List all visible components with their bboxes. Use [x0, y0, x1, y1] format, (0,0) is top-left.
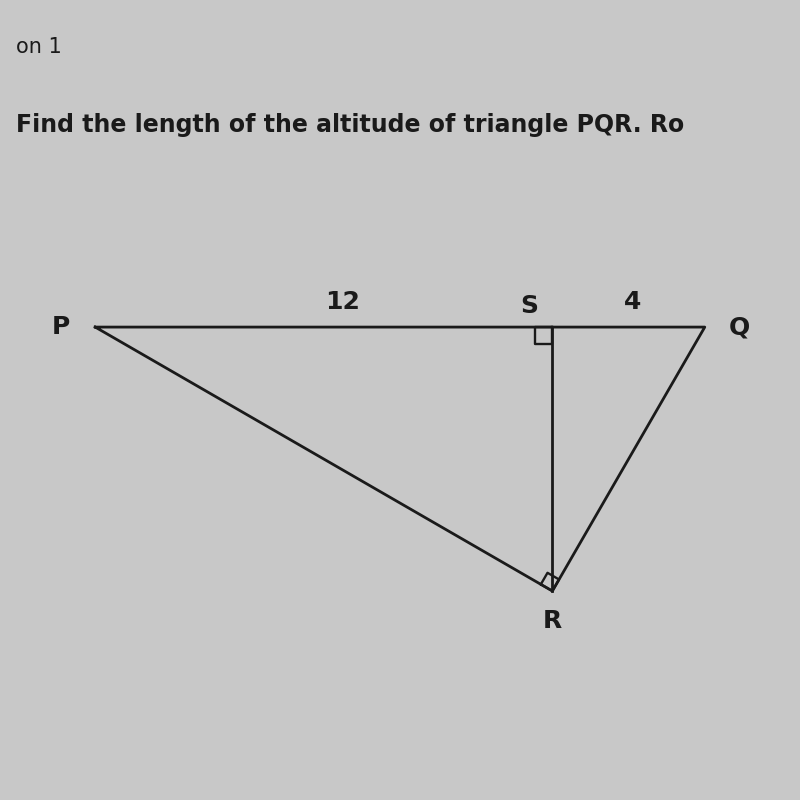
- Text: Find the length of the altitude of triangle PQR. Ro: Find the length of the altitude of trian…: [16, 113, 684, 137]
- Text: 12: 12: [326, 290, 360, 314]
- Text: Q: Q: [729, 315, 750, 339]
- Text: P: P: [52, 315, 70, 339]
- Text: S: S: [521, 294, 538, 318]
- Text: 4: 4: [624, 290, 641, 314]
- Text: R: R: [542, 610, 562, 634]
- Text: on 1: on 1: [16, 37, 62, 57]
